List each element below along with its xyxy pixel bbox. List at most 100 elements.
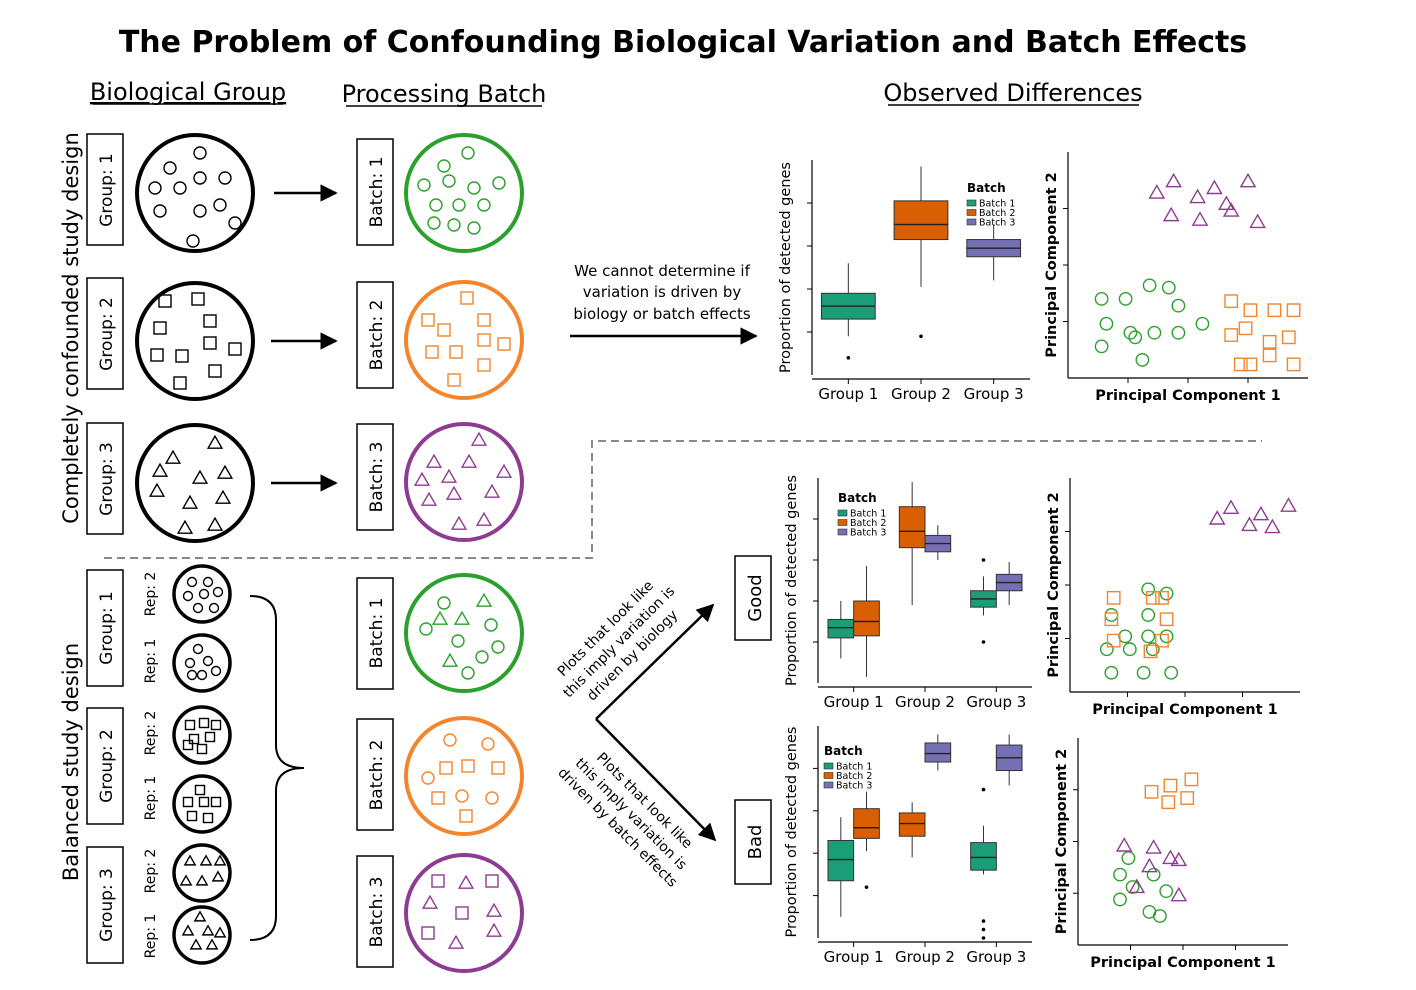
scatter-point-circle: [1171, 298, 1186, 313]
scatter-point-circle: [1125, 880, 1140, 894]
confounded-annotation: We cannot determine if variation is driv…: [573, 262, 751, 323]
square-sample: [191, 292, 205, 306]
scatter-point-circle: [1135, 353, 1150, 367]
scatter-point-circle: [1159, 884, 1174, 899]
scatter-point-circle: [1094, 291, 1109, 306]
triangle-sample: [195, 874, 209, 886]
legend-label: Batch 2: [836, 771, 872, 782]
header-processing-batch: Processing Batch: [342, 80, 547, 108]
legend-label: Batch 2: [850, 518, 886, 529]
circle-sample: [491, 640, 505, 654]
triangle-sample: [485, 922, 503, 937]
scatter-point-circle: [1113, 892, 1127, 907]
scatter-point-square: [1144, 784, 1159, 799]
scatter-point-triangle: [1162, 206, 1180, 222]
scatter-point-circle: [1141, 608, 1156, 622]
scatter-point-circle: [1145, 642, 1160, 657]
square-sample: [447, 373, 461, 387]
outlier-point: [846, 356, 851, 360]
scatter-point-circle: [1118, 291, 1133, 306]
svg-text:Group: 2: Group: 2: [97, 729, 117, 803]
square-sample: [173, 376, 187, 390]
scatter-point-square: [1184, 772, 1199, 787]
header-biological-group: Biological Group: [90, 78, 286, 106]
square-sample: [497, 337, 511, 351]
box-batch-2: [898, 812, 926, 837]
processing-batch-samples: [404, 133, 524, 542]
legend-swatch: [823, 762, 834, 770]
boxplot-good: Group 1 Group 2 Group 3 Proportion of detec…: [784, 475, 1032, 711]
circle-sample: [182, 590, 194, 602]
circle-sample: [163, 161, 177, 175]
circle-sample: [212, 586, 224, 598]
square-sample: [158, 294, 172, 308]
square-sample: [455, 906, 469, 920]
circle-sample: [419, 622, 433, 636]
square-sample: [431, 791, 445, 805]
scatter-point-circle: [1159, 629, 1174, 644]
scatter-point-circle: [1141, 582, 1156, 597]
svg-text:Batch: 2: Batch: 2: [367, 740, 387, 811]
scatter-point-triangle: [1222, 202, 1240, 217]
batch-label-box: Batch: 2: [356, 281, 394, 389]
side-label-balanced: Balanced study design: [59, 643, 83, 881]
triangle-sample: [431, 610, 449, 625]
box-batch-2: [898, 506, 926, 549]
outlier-point: [864, 885, 869, 889]
y-axis-label: Proportion of detected genes: [784, 475, 800, 686]
scatter-point-circle: [1128, 330, 1143, 345]
x-tick-label: Group 1: [824, 948, 884, 966]
triangle-sample: [445, 485, 463, 500]
legend-swatch: [966, 209, 977, 216]
scatter-point-triangle: [1264, 518, 1281, 534]
box-batch-2: [853, 808, 880, 839]
circle-sample: [186, 234, 200, 248]
scatter-point-triangle: [1208, 510, 1226, 525]
triangle-sample: [206, 516, 224, 531]
scatter-point-triangle: [1218, 195, 1235, 211]
circle-sample: [202, 655, 214, 667]
scatter-point-triangle: [1222, 499, 1240, 515]
group-label-box: Group: 1: [86, 133, 124, 246]
scatter-point-square: [1155, 633, 1169, 648]
triangle-sample: [475, 592, 493, 607]
circle-sample: [467, 221, 481, 235]
scatter-point-circle: [1099, 316, 1114, 331]
square-sample: [188, 733, 200, 745]
group-label-box: Group: 2: [86, 277, 124, 390]
scatter-point-square: [1286, 303, 1301, 318]
scatter-point-square: [1106, 633, 1121, 648]
x-tick-label: Group 2: [895, 693, 955, 711]
outlier-point: [981, 640, 986, 644]
svg-text:variation is driven by: variation is driven by: [583, 283, 742, 301]
outlier-point: [919, 334, 923, 339]
scatter-point-triangle: [1170, 851, 1188, 867]
dashed-separator: [104, 440, 1262, 559]
box-batch-1: [970, 842, 997, 871]
scatter-point-triangle: [1189, 188, 1206, 204]
triangle-sample: [450, 515, 468, 530]
circle-sample: [481, 737, 495, 751]
svg-text:Rep: 2: Rep: 2: [143, 849, 159, 894]
circle-sample: [193, 146, 207, 160]
square-sample: [485, 874, 499, 888]
scatter-point-square: [1224, 328, 1239, 342]
y-axis-label: Proportion of detected genes: [784, 727, 800, 938]
triangle-sample: [413, 471, 431, 486]
svg-text:Group: 1: Group: 1: [97, 153, 117, 227]
pca-plot-good: Principal Component 1 Principal Component…: [1046, 478, 1300, 718]
triangle-sample: [181, 924, 195, 936]
circle-sample: [475, 650, 489, 664]
legend-swatch: [966, 199, 977, 207]
scatter-point-triangle: [1280, 497, 1297, 512]
x-tick-label: Group 2: [891, 385, 951, 403]
legend-swatch: [837, 519, 848, 526]
square-sample: [460, 291, 474, 305]
figure-title: The Problem of Confounding Biological Va…: [119, 25, 1247, 60]
triangle-sample: [421, 894, 439, 909]
square-sample: [210, 719, 222, 731]
scatter-point-circle: [1142, 278, 1157, 293]
square-sample: [477, 358, 491, 372]
replicate-circle: [172, 774, 232, 834]
